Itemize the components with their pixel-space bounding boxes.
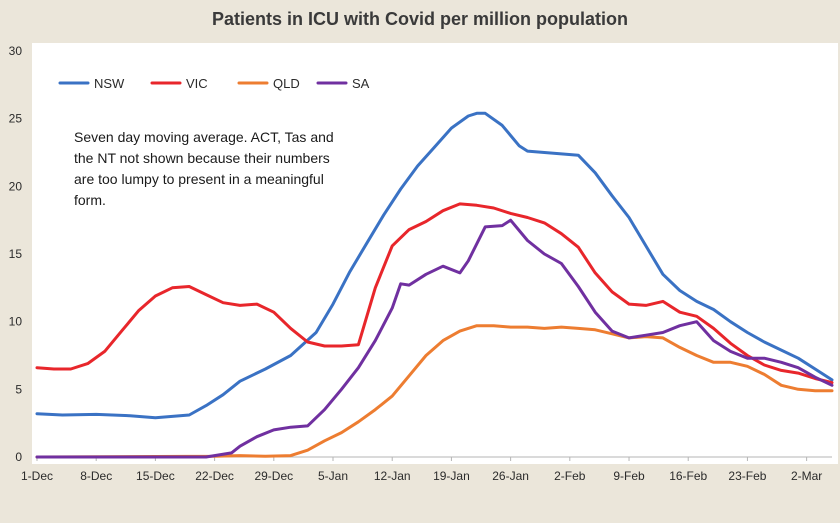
x-tick-label: 2-Feb [554,469,586,483]
y-tick-label: 30 [9,44,23,58]
y-tick-label: 25 [9,112,23,126]
y-tick-label: 10 [9,315,23,329]
legend-label-nsw: NSW [94,76,125,91]
x-tick-label: 9-Feb [613,469,645,483]
x-tick-label: 29-Dec [254,469,293,483]
x-tick-label: 2-Mar [791,469,822,483]
legend-label-sa: SA [352,76,370,91]
legend-label-qld: QLD [273,76,300,91]
x-tick-label: 1-Dec [21,469,53,483]
chart-note: Seven day moving average. ACT, Tas and t… [70,125,340,213]
x-tick-label: 23-Feb [728,469,766,483]
x-tick-label: 8-Dec [80,469,112,483]
x-tick-label: 22-Dec [195,469,234,483]
x-tick-label: 26-Jan [492,469,529,483]
x-tick-label: 15-Dec [136,469,175,483]
y-tick-label: 20 [9,179,23,193]
x-tick-label: 19-Jan [433,469,470,483]
series-line-nsw [35,111,834,420]
series-line-vic [35,202,834,385]
chart-title: Patients in ICU with Covid per million p… [211,9,628,29]
x-tick-label: 12-Jan [374,469,411,483]
y-tick-label: 0 [15,450,22,464]
series-line-qld [35,324,834,459]
legend-label-vic: VIC [186,76,208,91]
x-tick-label: 5-Jan [318,469,348,483]
plot-area [32,43,838,464]
x-tick-label: 16-Feb [669,469,707,483]
y-tick-label: 15 [9,247,23,261]
y-tick-label: 5 [15,382,22,396]
series-line-sa [35,218,834,459]
